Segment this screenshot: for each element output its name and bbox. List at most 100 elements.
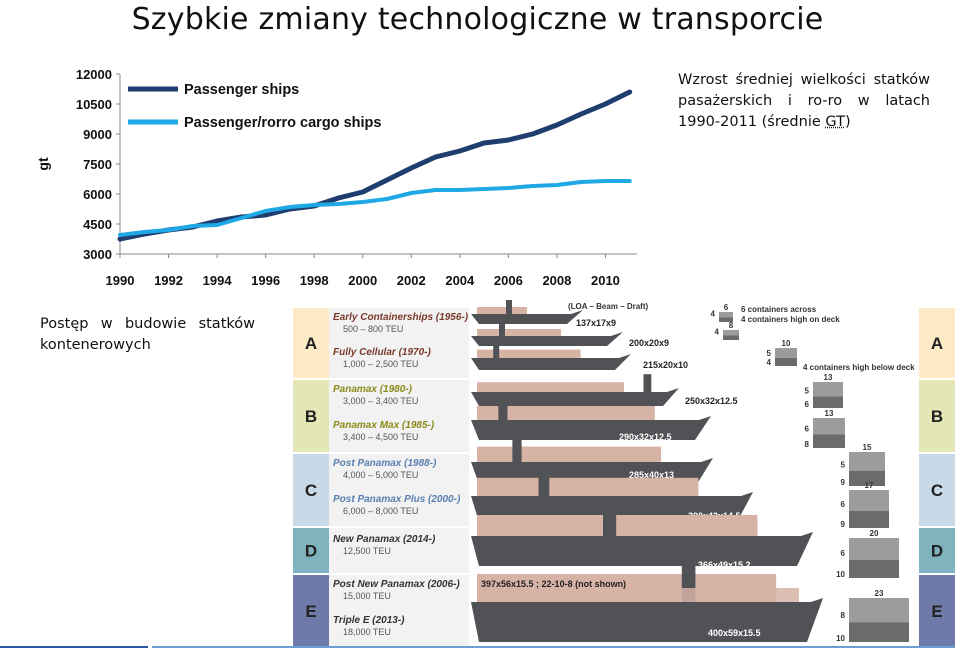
x-tick-label: 2004	[445, 273, 475, 288]
ship-class-teu: 3,400 – 4,500 TEU	[343, 432, 418, 442]
ship-class-name: Triple E (2013-)	[333, 615, 405, 626]
y-tick-label: 9000	[83, 127, 112, 142]
ship-hull	[471, 532, 813, 566]
ship-dimensions: 285x40x13	[629, 470, 674, 480]
ship-superstructure	[538, 469, 550, 496]
ship-class-teu: 18,000 TEU	[343, 627, 391, 637]
y-tick-label: 7500	[83, 157, 112, 172]
cross-section-across: 13	[824, 373, 833, 382]
y-tick-label: 4500	[83, 217, 112, 232]
ship-dimensions: 250x32x12.5	[685, 396, 738, 406]
cross-section-high-deck: 8	[841, 611, 846, 620]
cross-section-hold	[849, 510, 889, 528]
gt-line-chart: 3000 4500 6000 7500 9000 10500 12000 1990 1992 19…	[35, 67, 637, 288]
cross-section-below: 9	[841, 520, 846, 529]
ship-hull	[471, 458, 713, 484]
ship-dimensions: 366x49x15.2	[698, 560, 751, 570]
ship-dimensions: 290x32x12.5	[619, 432, 672, 442]
cross-section-high-deck: 6	[841, 500, 846, 509]
dims-header: (LOA – Beam – Draft)	[568, 302, 649, 311]
x-tick-label: 1996	[251, 273, 280, 288]
ship-superstructure	[512, 438, 522, 462]
cross-section-across: 17	[865, 481, 874, 490]
x-tick-label: 1990	[106, 273, 135, 288]
row-letter-cell-right	[919, 454, 955, 526]
ship-superstructure	[603, 507, 617, 536]
legend-label: Passenger ships	[184, 82, 299, 98]
row-letter-left: B	[305, 407, 317, 426]
cross-section-across: 20	[870, 529, 879, 538]
cross-section-high-deck: 5	[767, 349, 772, 358]
ship-class-teu: 1,000 – 2,500 TEU	[343, 359, 418, 369]
row-letter-right: B	[931, 407, 943, 426]
x-tick-label: 1998	[300, 273, 329, 288]
cross-section-across: 15	[863, 443, 872, 452]
ship-class-teu: 15,000 TEU	[343, 591, 391, 601]
cross-section-high-deck: 4	[715, 328, 720, 337]
ship-superstructure	[643, 374, 652, 392]
legend-label: Passenger/rorro cargo ships	[184, 115, 381, 131]
ship-hull	[471, 332, 623, 346]
ship-class-teu: 6,000 – 8,000 TEU	[343, 506, 418, 516]
cross-section-across: 13	[825, 409, 834, 418]
row-letter-cell-left	[293, 380, 329, 452]
cross-section-below: 6	[805, 400, 810, 409]
cross-section-high-deck: 6	[805, 425, 810, 434]
row-letter-cell-right	[919, 308, 955, 378]
ship-class-name: Panamax Max (1985-)	[333, 420, 435, 431]
ship-hull	[471, 310, 583, 324]
cross-section-label-high: 4 containers high on deck	[741, 315, 840, 324]
x-tick-label: 2000	[348, 273, 377, 288]
y-tick-label: 12000	[76, 67, 112, 82]
containership-infographic: A A Early Containerships (1956-)500 – 800 …	[293, 300, 955, 647]
container-stack	[477, 329, 561, 336]
container-stack	[477, 307, 527, 314]
x-tick-label: 1992	[154, 273, 183, 288]
ship-superstructure	[493, 341, 500, 358]
cross-section-deck	[849, 490, 889, 511]
cross-section-below: 8	[805, 440, 810, 449]
cross-section-high-deck: 5	[841, 460, 846, 469]
ship-class-name: Post Panamax Plus (2000-)	[333, 494, 461, 505]
page-title: Szybkie zmiany technologiczne w transpor…	[131, 2, 824, 37]
row-letter-cell-right	[919, 528, 955, 573]
cross-section-hold	[849, 470, 885, 486]
cross-section-below: 4	[767, 358, 772, 367]
row-letter-cell-right	[919, 380, 955, 452]
container-stack	[477, 349, 581, 358]
series-line-passenger-rorro	[118, 179, 632, 237]
ship-class-teu: 4,000 – 5,000 TEU	[343, 470, 418, 480]
bottom-rule	[0, 646, 955, 649]
ship-class-teu: 500 – 800 TEU	[343, 324, 403, 334]
y-tick-label: 3000	[83, 247, 112, 262]
ship-class-teu: 3,000 – 3,400 TEU	[343, 396, 418, 406]
cross-section-hold	[813, 396, 843, 408]
container-stack	[477, 515, 758, 536]
cross-section-hold	[723, 335, 739, 340]
y-axis-label: gt	[35, 157, 51, 171]
x-tick-label: 2006	[494, 273, 523, 288]
row-letter-cell-right	[919, 575, 955, 647]
row-letter-left: D	[305, 542, 317, 561]
cross-section-deck	[813, 418, 845, 435]
cross-section-deck	[849, 452, 885, 471]
ship-class-teu: 12,500 TEU	[343, 546, 391, 556]
x-tick-label: 1994	[203, 273, 233, 288]
row-letter-right: A	[931, 334, 943, 353]
row-label-panel	[329, 575, 469, 647]
y-tick-label: 10500	[76, 97, 112, 112]
chart-caption-gt: GT	[825, 114, 845, 130]
x-tick-label: 2002	[397, 273, 426, 288]
ship-class-name: Post New Panamax (2006-)	[333, 579, 460, 590]
row-label-panel	[329, 454, 469, 526]
cross-section-hold	[849, 560, 899, 578]
row-letter-cell-left	[293, 308, 329, 378]
ship-class-name: Fully Cellular (1970-)	[333, 347, 431, 358]
row-letter-left: C	[305, 481, 317, 500]
row-label-panel	[329, 528, 469, 573]
chart-caption: Wzrost średniej wielkości statków pasaże…	[678, 70, 930, 133]
cross-section-high-deck: 5	[805, 387, 810, 396]
cross-section-deck	[719, 312, 733, 318]
cross-section-across: 6	[724, 303, 729, 312]
ship-hull	[471, 388, 679, 406]
